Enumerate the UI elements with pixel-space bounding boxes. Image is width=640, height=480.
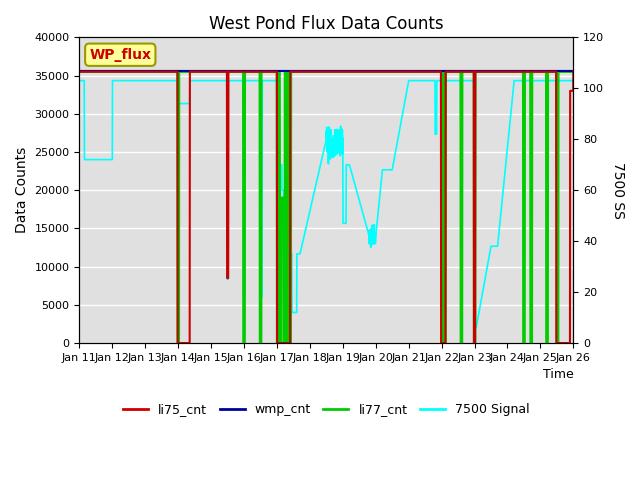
li77_cnt — [264, 69, 272, 74]
7500 Signal — [471, 325, 479, 331]
Line: li77_cnt: li77_cnt — [79, 72, 573, 343]
Line: li75_cnt: li75_cnt — [79, 72, 573, 343]
7500 Signal — [444, 78, 452, 84]
Y-axis label: Data Counts: Data Counts — [15, 147, 29, 233]
7500 Signal — [482, 273, 490, 279]
li75_cnt — [482, 69, 490, 74]
li75_cnt — [174, 340, 182, 346]
7500 Signal — [76, 78, 83, 84]
wmp_cnt — [397, 68, 404, 74]
7500 Signal — [165, 78, 173, 84]
7500 Signal — [397, 121, 404, 127]
li77_cnt — [444, 69, 452, 74]
wmp_cnt — [264, 68, 272, 74]
li75_cnt — [397, 69, 404, 74]
li77_cnt — [372, 69, 380, 74]
li77_cnt — [165, 69, 173, 74]
Title: West Pond Flux Data Counts: West Pond Flux Data Counts — [209, 15, 444, 33]
wmp_cnt — [372, 68, 380, 74]
Y-axis label: 7500 SS: 7500 SS — [611, 162, 625, 218]
7500 Signal — [372, 236, 380, 241]
wmp_cnt — [482, 68, 490, 74]
li75_cnt — [264, 69, 272, 74]
wmp_cnt — [444, 68, 452, 74]
li77_cnt — [482, 69, 490, 74]
li75_cnt — [76, 69, 83, 74]
li75_cnt — [372, 69, 380, 74]
wmp_cnt — [76, 68, 83, 74]
li77_cnt — [570, 69, 577, 74]
li77_cnt — [76, 69, 83, 74]
li75_cnt — [570, 69, 577, 74]
7500 Signal — [264, 78, 272, 84]
li77_cnt — [174, 340, 182, 346]
X-axis label: Time: Time — [543, 368, 573, 381]
7500 Signal — [570, 78, 577, 84]
wmp_cnt — [570, 68, 577, 74]
li75_cnt — [444, 69, 452, 74]
wmp_cnt — [165, 68, 173, 74]
Line: 7500 Signal: 7500 Signal — [79, 81, 573, 328]
li77_cnt — [397, 69, 404, 74]
Text: WP_flux: WP_flux — [90, 48, 151, 62]
Legend: li75_cnt, wmp_cnt, li77_cnt, 7500 Signal: li75_cnt, wmp_cnt, li77_cnt, 7500 Signal — [118, 398, 534, 421]
li75_cnt — [165, 69, 173, 74]
